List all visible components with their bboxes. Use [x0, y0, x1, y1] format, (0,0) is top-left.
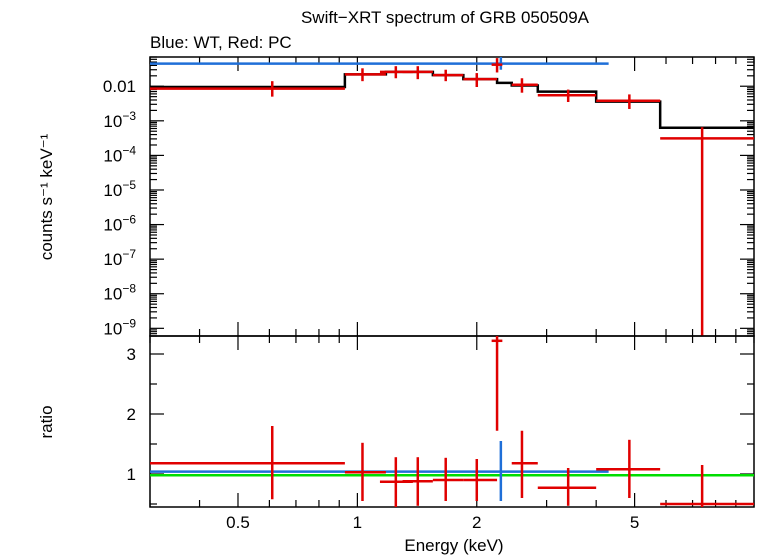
- y-tick-label: 10−5: [103, 178, 136, 200]
- y-tick-label: 1: [127, 465, 136, 484]
- pc-data-point: [660, 127, 754, 336]
- y-tick-label: 10−6: [103, 213, 136, 235]
- chart-subtitle: Blue: WT, Red: PC: [150, 33, 292, 52]
- pc-data-point: [511, 430, 538, 498]
- pc-data-point: [491, 58, 503, 73]
- y-tick-label: 10−3: [103, 109, 136, 131]
- spectrum-ylabel: counts s⁻¹ keV⁻¹: [37, 133, 56, 260]
- pc-data-point: [463, 459, 498, 501]
- pc-data-point: [344, 68, 386, 82]
- pc-data-point: [491, 336, 503, 431]
- pc-data-point: [537, 468, 597, 506]
- pc-data-point: [432, 69, 464, 82]
- x-tick-label: 2: [472, 513, 481, 532]
- y-tick-exponent: −6: [122, 213, 136, 227]
- pc-data-point: [432, 457, 464, 501]
- spectrum-panel: 0.01 10−3 10−4 10−5 10−6 10−7 10−8 10−9: [103, 56, 755, 338]
- pc-data-point: [344, 442, 386, 501]
- y-tick-label: 10−7: [103, 247, 136, 269]
- y-tick-exponent: −8: [122, 282, 136, 296]
- y-tick-exponent: −7: [122, 247, 136, 261]
- y-tick-exponent: −3: [122, 109, 136, 123]
- y-tick-label: 10−9: [103, 316, 136, 338]
- y-tick-label: 10−4: [103, 143, 136, 165]
- pc-data-point: [596, 439, 661, 498]
- chart-title: Swift−XRT spectrum of GRB 050509A: [301, 8, 590, 27]
- x-axis-label: Energy (keV): [404, 536, 503, 555]
- y-tick-label: 10−8: [103, 282, 136, 304]
- pc-data-point: [402, 66, 433, 80]
- pc-data-point: [150, 426, 345, 500]
- plot-frame: [149, 56, 755, 337]
- pc-data-point: [150, 81, 345, 97]
- pc-data-point: [537, 89, 597, 102]
- pc-data-point: [660, 465, 754, 507]
- y-tick-exponent: −5: [122, 178, 136, 192]
- y-tick-exponent: −4: [122, 143, 136, 157]
- ratio-panel: 1 2 3: [127, 335, 755, 508]
- pc-data-point: [511, 78, 538, 93]
- y-tick-label: 0.01: [103, 77, 136, 96]
- ratio-ylabel: ratio: [37, 405, 56, 438]
- y-tick-exponent: −9: [122, 316, 136, 330]
- model-step-line: [150, 70, 754, 130]
- pc-data-point: [596, 94, 661, 109]
- x-tick-label: 1: [353, 513, 362, 532]
- plot-frame: [149, 335, 755, 508]
- y-tick-label: 3: [127, 345, 136, 364]
- y-tick-label: 2: [127, 405, 136, 424]
- x-tick-label: 5: [630, 513, 639, 532]
- x-tick-label: 0.5: [226, 513, 250, 532]
- pc-data-point: [402, 457, 433, 506]
- pc-data-point: [463, 73, 498, 87]
